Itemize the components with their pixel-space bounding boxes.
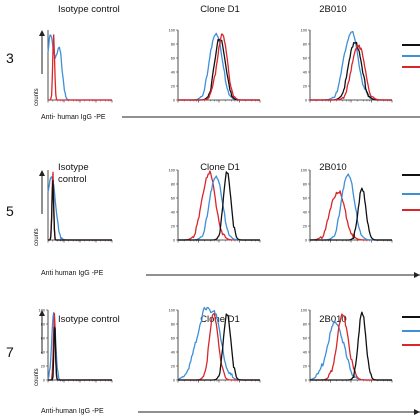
y-tick-label: 80 bbox=[303, 183, 307, 187]
y-tick-label: 100 bbox=[301, 309, 307, 313]
y-tick-label: 20 bbox=[171, 225, 175, 229]
y-tick-label: 80 bbox=[171, 183, 175, 187]
y-tick-label: 60 bbox=[303, 197, 307, 201]
histogram-panel: 2B010 100 80 60 40 20 0 bbox=[301, 162, 393, 243]
y-tick-label: 80 bbox=[171, 323, 175, 327]
histogram-series-red bbox=[310, 190, 392, 241]
y-tick-label: 40 bbox=[41, 351, 45, 355]
histogram-series-blue bbox=[47, 34, 112, 101]
counts-axis-label: counts bbox=[34, 368, 40, 386]
histogram-series-blue bbox=[310, 30, 392, 101]
histogram-series-black bbox=[178, 171, 260, 241]
histogram-series-red bbox=[178, 33, 260, 101]
counts-axis-label: counts bbox=[34, 88, 40, 106]
histogram-series-blue bbox=[178, 175, 260, 241]
y-tick-label: 20 bbox=[171, 85, 175, 89]
y-tick-label: 60 bbox=[303, 337, 307, 341]
y-tick-label: 100 bbox=[39, 309, 45, 313]
counts-arrowhead bbox=[39, 30, 45, 36]
y-tick-label: 80 bbox=[303, 323, 307, 327]
counts-axis-label: counts bbox=[34, 228, 40, 246]
histogram-panel: Clone D1 100 80 60 40 20 0 bbox=[169, 162, 261, 243]
y-tick-label: 0 bbox=[43, 379, 45, 383]
histogram-panel: Clone D1 100 80 60 40 20 0 bbox=[169, 4, 261, 103]
y-tick-label: 0 bbox=[305, 379, 307, 383]
counts-arrowhead bbox=[39, 170, 45, 176]
y-tick-label: 20 bbox=[303, 85, 307, 89]
y-tick-label: 0 bbox=[173, 379, 175, 383]
y-tick-label: 0 bbox=[305, 99, 307, 103]
y-tick-label: 60 bbox=[303, 57, 307, 61]
panel-title: 2B010 bbox=[319, 4, 346, 15]
y-tick-label: 100 bbox=[301, 29, 307, 33]
x-axis-label: Anti-human IgG -PE bbox=[41, 408, 104, 415]
panel-title: Clone D1 bbox=[200, 162, 240, 173]
row-label: 3 bbox=[6, 50, 14, 66]
fluorescence-arrowhead bbox=[414, 272, 420, 278]
histogram-panel: Isotype control bbox=[47, 4, 120, 103]
panel-title: Isotype control bbox=[58, 4, 120, 15]
y-tick-label: 0 bbox=[305, 239, 307, 243]
histogram-panel: 2B010 100 80 60 40 20 0 bbox=[301, 4, 393, 103]
histogram-series-black bbox=[48, 179, 112, 241]
y-tick-label: 40 bbox=[171, 71, 175, 75]
y-tick-label: 20 bbox=[41, 365, 45, 369]
y-tick-label: 40 bbox=[171, 351, 175, 355]
histogram-panel: Isotype control 100 80 60 40 20 0 bbox=[39, 309, 120, 383]
panel-title: Clone D1 bbox=[200, 314, 240, 325]
y-tick-label: 80 bbox=[41, 323, 45, 327]
histogram-series-black bbox=[178, 313, 260, 381]
y-tick-label: 100 bbox=[169, 29, 175, 33]
histogram-series-red bbox=[310, 44, 392, 101]
row-label: 7 bbox=[6, 344, 14, 360]
panel-title: 2B010 bbox=[319, 314, 346, 325]
histogram-series-black bbox=[310, 311, 392, 381]
y-tick-label: 0 bbox=[173, 99, 175, 103]
panel-title: Isotype bbox=[58, 162, 89, 173]
y-tick-label: 100 bbox=[169, 309, 175, 313]
histogram-panel: 2B010 100 80 60 40 20 0 bbox=[301, 309, 393, 383]
y-tick-label: 40 bbox=[171, 211, 175, 215]
panel-title: Clone D1 bbox=[200, 4, 240, 15]
panel-title: Isotype control bbox=[58, 314, 120, 325]
histogram-panel: Clone D1 100 80 60 40 20 0 bbox=[169, 306, 261, 383]
y-tick-label: 60 bbox=[41, 337, 45, 341]
y-tick-label: 40 bbox=[303, 211, 307, 215]
y-tick-label: 40 bbox=[303, 71, 307, 75]
histogram-series-blue bbox=[47, 176, 112, 241]
histogram-series-blue bbox=[310, 173, 392, 241]
x-axis-label: Anti- human IgG -PE bbox=[41, 114, 106, 121]
histogram-series-black bbox=[310, 187, 392, 241]
fluorescence-arrowhead bbox=[414, 409, 420, 415]
y-tick-label: 80 bbox=[171, 43, 175, 47]
histogram-series-blue bbox=[178, 32, 260, 101]
y-tick-label: 20 bbox=[171, 365, 175, 369]
histogram-series-blue bbox=[309, 320, 392, 381]
y-tick-label: 40 bbox=[303, 351, 307, 355]
row-label: 5 bbox=[6, 203, 14, 219]
y-tick-label: 100 bbox=[301, 169, 307, 173]
y-tick-label: 20 bbox=[303, 365, 307, 369]
histogram-series-red bbox=[48, 34, 112, 101]
x-axis-label: Anti human IgG -PE bbox=[41, 270, 104, 277]
y-tick-label: 60 bbox=[171, 197, 175, 201]
panel-title: control bbox=[58, 174, 87, 185]
y-tick-label: 100 bbox=[169, 169, 175, 173]
histogram-series-black bbox=[48, 326, 112, 381]
counts-arrowhead bbox=[39, 310, 45, 316]
y-tick-label: 60 bbox=[171, 337, 175, 341]
panel-title: 2B010 bbox=[319, 162, 346, 173]
y-tick-label: 60 bbox=[171, 57, 175, 61]
y-tick-label: 0 bbox=[173, 239, 175, 243]
y-tick-label: 80 bbox=[303, 43, 307, 47]
y-tick-label: 20 bbox=[303, 225, 307, 229]
